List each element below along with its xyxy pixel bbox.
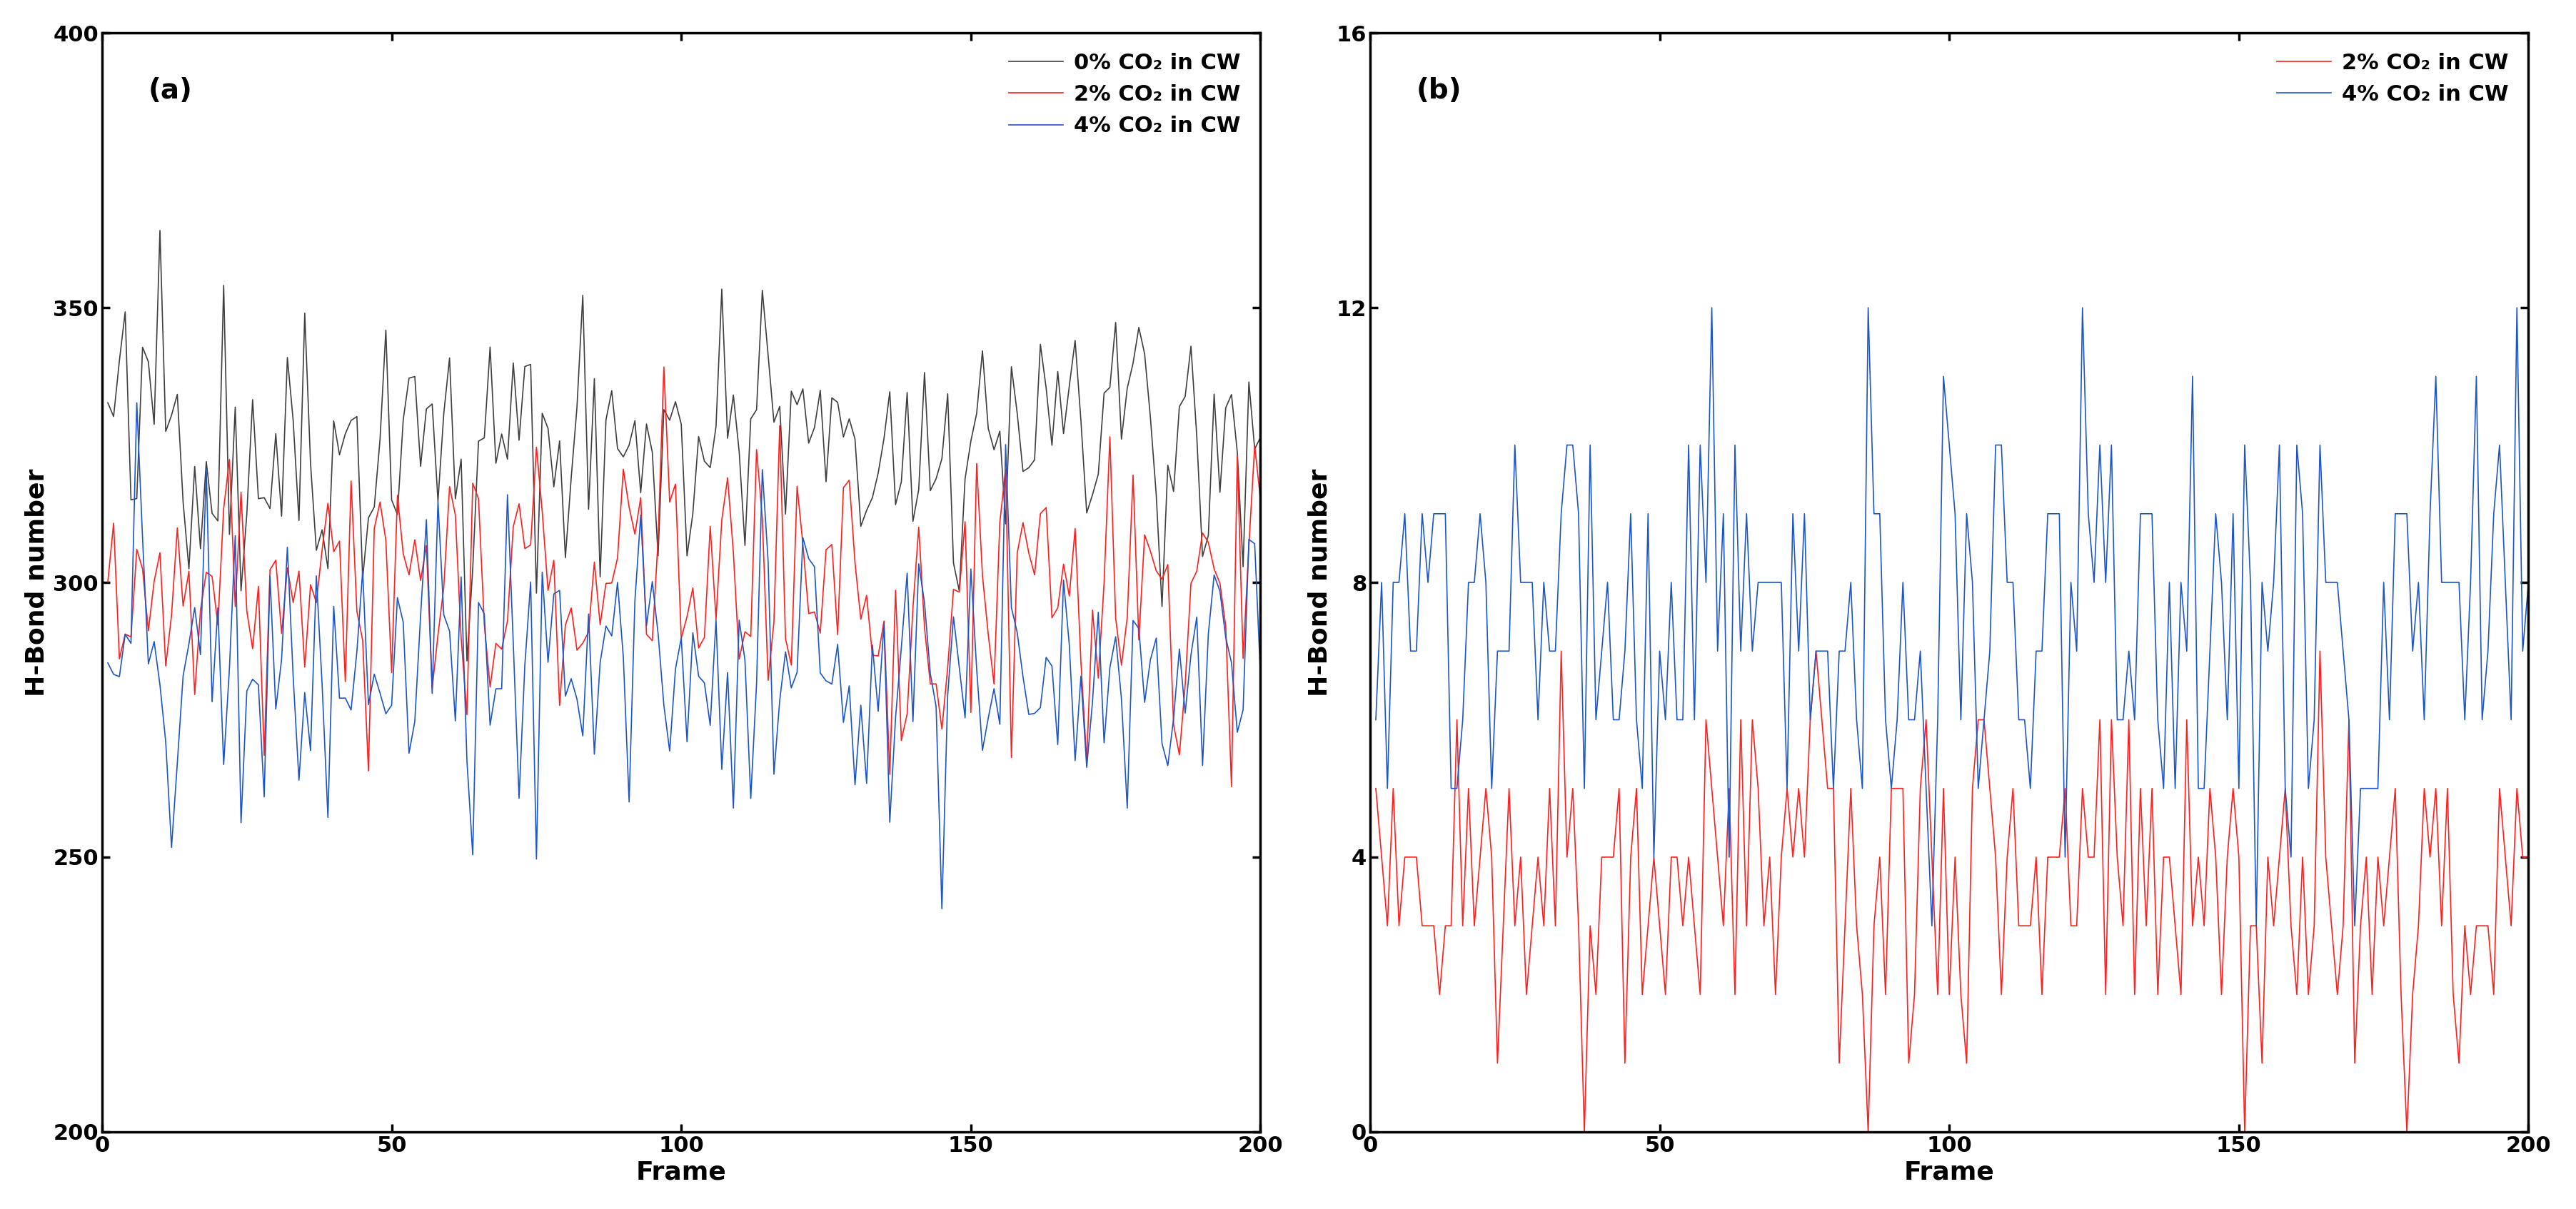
2% CO₂ in CW <box>1406 919 1437 933</box>
0% CO₂ in CW <box>1198 387 1229 401</box>
4% CO₂ in CW <box>2514 575 2545 590</box>
Text: (b): (b) <box>1417 77 1461 104</box>
0% CO₂ in CW <box>1159 484 1190 498</box>
Line: 4% CO₂ in CW: 4% CO₂ in CW <box>108 403 1260 909</box>
2% CO₂ in CW <box>1193 536 1224 550</box>
2% CO₂ in CW <box>1680 919 1710 933</box>
0% CO₂ in CW <box>404 459 435 474</box>
Y-axis label: H-Bond number: H-Bond number <box>1309 468 1332 696</box>
2% CO₂ in CW <box>649 360 680 375</box>
2% CO₂ in CW <box>1430 919 1461 933</box>
2% CO₂ in CW <box>2427 919 2458 933</box>
2% CO₂ in CW <box>1546 644 1577 659</box>
0% CO₂ in CW <box>93 395 124 410</box>
0% CO₂ in CW <box>312 561 343 575</box>
Text: (a): (a) <box>149 77 193 104</box>
4% CO₂ in CW <box>2468 712 2499 727</box>
2% CO₂ in CW <box>1244 492 1275 507</box>
Legend: 2% CO₂ in CW, 4% CO₂ in CW: 2% CO₂ in CW, 4% CO₂ in CW <box>2267 44 2517 114</box>
Legend: 0% CO₂ in CW, 2% CO₂ in CW, 4% CO₂ in CW: 0% CO₂ in CW, 2% CO₂ in CW, 4% CO₂ in CW <box>999 44 1249 145</box>
Y-axis label: H-Bond number: H-Bond number <box>26 468 49 696</box>
4% CO₂ in CW <box>927 902 958 916</box>
0% CO₂ in CW <box>451 654 482 669</box>
0% CO₂ in CW <box>139 417 170 432</box>
2% CO₂ in CW <box>1569 1124 1600 1139</box>
0% CO₂ in CW <box>1244 430 1275 445</box>
4% CO₂ in CW <box>1244 669 1275 683</box>
2% CO₂ in CW <box>1360 781 1391 796</box>
2% CO₂ in CW <box>162 521 193 536</box>
4% CO₂ in CW <box>1698 301 1728 316</box>
X-axis label: Frame: Frame <box>1904 1159 1994 1185</box>
4% CO₂ in CW <box>2427 575 2458 590</box>
4% CO₂ in CW <box>404 608 435 623</box>
0% CO₂ in CW <box>144 224 175 238</box>
4% CO₂ in CW <box>144 677 175 692</box>
2% CO₂ in CW <box>2468 919 2499 933</box>
Line: 2% CO₂ in CW: 2% CO₂ in CW <box>1376 652 2530 1132</box>
4% CO₂ in CW <box>1406 507 1437 521</box>
Line: 2% CO₂ in CW: 2% CO₂ in CW <box>108 368 1260 787</box>
4% CO₂ in CW <box>121 395 152 410</box>
2% CO₂ in CW <box>2514 850 2545 864</box>
4% CO₂ in CW <box>1198 568 1229 583</box>
2% CO₂ in CW <box>139 574 170 589</box>
4% CO₂ in CW <box>1667 712 1698 727</box>
X-axis label: Frame: Frame <box>636 1159 726 1185</box>
4% CO₂ in CW <box>93 655 124 670</box>
4% CO₂ in CW <box>1917 919 1947 933</box>
2% CO₂ in CW <box>1151 557 1182 572</box>
4% CO₂ in CW <box>1159 711 1190 725</box>
4% CO₂ in CW <box>312 810 343 825</box>
2% CO₂ in CW <box>93 574 124 589</box>
Line: 4% CO₂ in CW: 4% CO₂ in CW <box>1376 308 2530 926</box>
4% CO₂ in CW <box>167 669 198 683</box>
2% CO₂ in CW <box>1587 850 1618 864</box>
2% CO₂ in CW <box>1216 780 1247 794</box>
4% CO₂ in CW <box>1574 438 1605 452</box>
Line: 0% CO₂ in CW: 0% CO₂ in CW <box>108 231 1260 661</box>
2% CO₂ in CW <box>399 532 430 546</box>
2% CO₂ in CW <box>307 543 337 557</box>
0% CO₂ in CW <box>167 494 198 509</box>
4% CO₂ in CW <box>1360 712 1391 727</box>
4% CO₂ in CW <box>1430 507 1461 521</box>
